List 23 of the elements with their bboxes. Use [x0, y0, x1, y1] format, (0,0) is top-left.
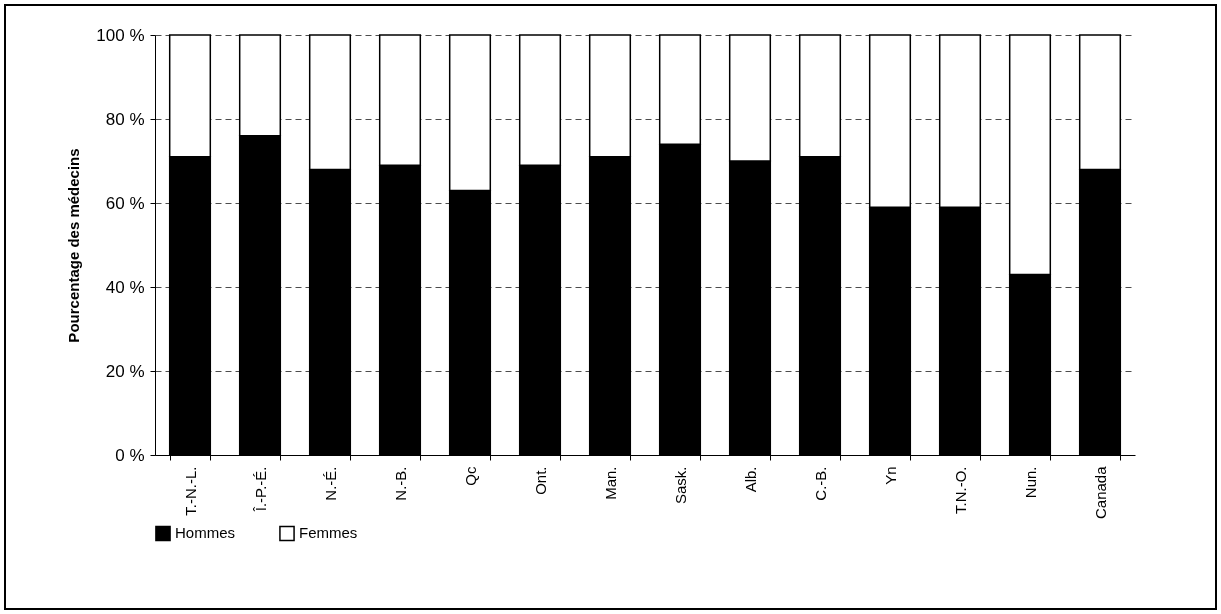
y-tick-label: 80 % [105, 109, 145, 129]
legend-label: Femmes [299, 524, 358, 542]
x-tick-label: N.-B. [391, 466, 409, 501]
x-tick-label: Canada [1091, 465, 1109, 520]
x-tick-label: Ont. [531, 466, 549, 495]
x-tick-label: Yn [881, 466, 899, 485]
x-tick-label: Î.-P.-É. [251, 466, 269, 513]
y-tick-label: 40 % [105, 277, 145, 297]
y-axis-title: Pourcentage des médecins [65, 148, 83, 343]
y-tick-label: 0 % [115, 445, 145, 465]
x-tick-label: Nun. [1021, 466, 1039, 499]
y-tick-label: 100 % [96, 25, 145, 45]
y-tick-label: 20 % [105, 361, 145, 381]
x-tick-label: T.N.-O. [951, 466, 969, 514]
x-tick-label: Sask. [671, 466, 689, 505]
x-tick-label: Qc [461, 466, 479, 486]
x-tick-label: C.-B. [811, 466, 829, 501]
x-tick-label: Alb. [741, 466, 759, 493]
x-tick-label: N.-É. [321, 466, 339, 501]
legend-label: Hommes [175, 524, 236, 542]
y-tick-label: 60 % [105, 193, 145, 213]
x-tick-label: T.-N.-L. [181, 466, 199, 516]
x-tick-label: Man. [601, 466, 619, 500]
